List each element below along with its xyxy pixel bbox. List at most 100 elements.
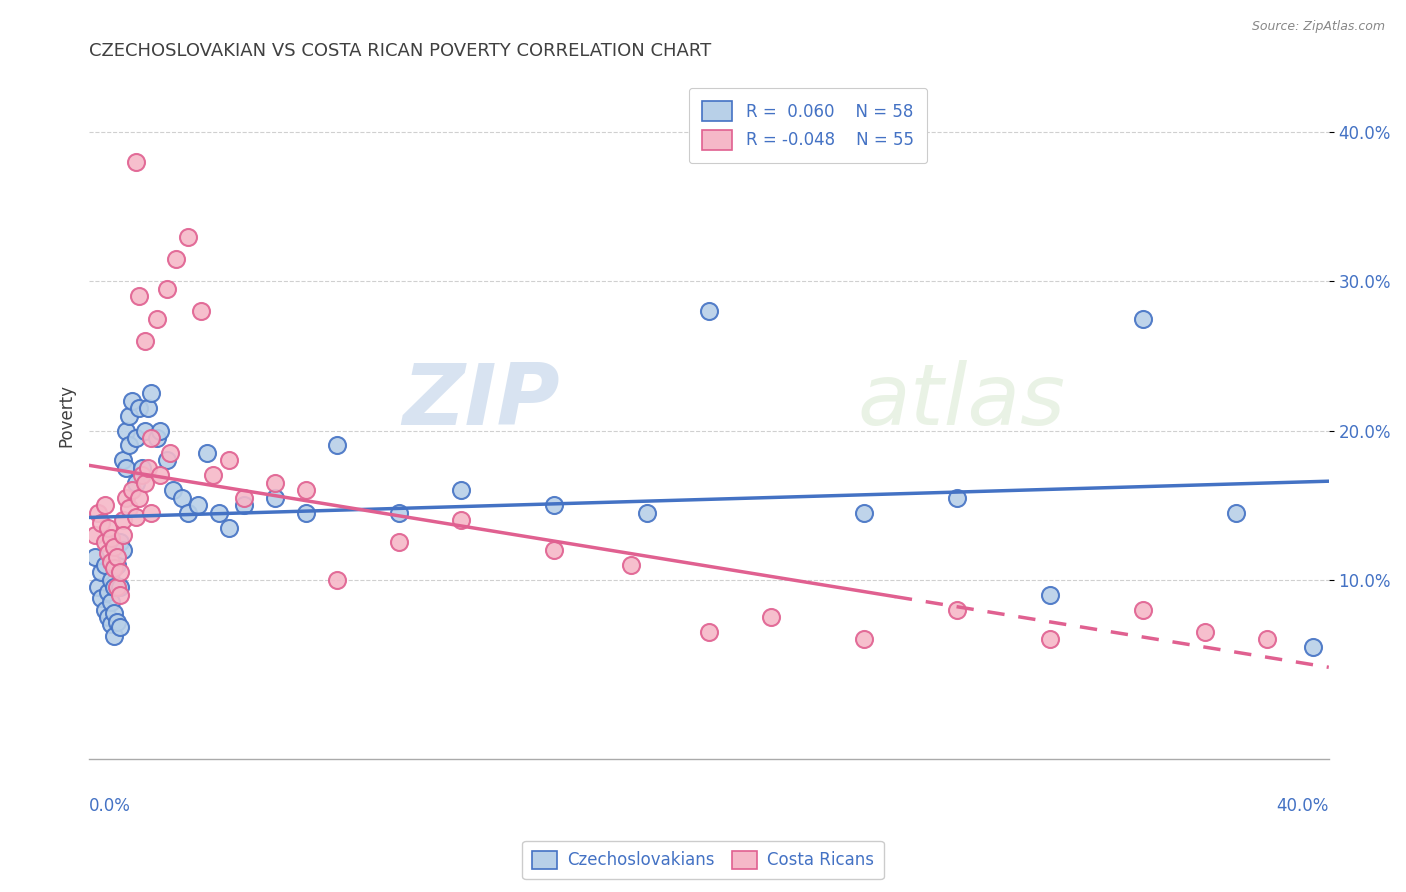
Point [93, 558, 115, 572]
Point [97, 520, 120, 534]
Point [112, 542, 135, 557]
Point [134, 475, 156, 490]
Point [177, 229, 200, 244]
Point [264, 491, 287, 505]
Point [90, 566, 112, 580]
Point [105, 580, 128, 594]
Point [103, 606, 125, 620]
Point [115, 424, 138, 438]
Point [118, 409, 141, 423]
Point [112, 528, 135, 542]
Point [97, 610, 120, 624]
Point [388, 506, 411, 520]
Point [131, 468, 153, 483]
Point [97, 546, 120, 560]
Point [543, 542, 565, 557]
Point [139, 506, 162, 520]
Point [118, 438, 141, 452]
Text: Source: ZipAtlas.com: Source: ZipAtlas.com [1251, 20, 1385, 33]
Point [146, 431, 169, 445]
Point [1256, 632, 1278, 647]
Point [1194, 624, 1216, 639]
Point [170, 491, 193, 505]
Point [620, 558, 643, 572]
Point [190, 304, 212, 318]
Point [697, 304, 720, 318]
Point [136, 401, 159, 416]
Point [105, 615, 128, 629]
Point [136, 460, 159, 475]
Point [264, 475, 287, 490]
Point [1132, 311, 1154, 326]
Point [139, 431, 162, 445]
Point [295, 506, 318, 520]
Point [108, 588, 131, 602]
Point [128, 401, 150, 416]
Point [218, 520, 240, 534]
Point [543, 498, 565, 512]
Point [90, 591, 112, 605]
Point [134, 424, 156, 438]
Point [1132, 602, 1154, 616]
Point [128, 491, 150, 505]
Point [124, 431, 146, 445]
Point [162, 483, 184, 498]
Point [87, 506, 110, 520]
Point [105, 558, 128, 572]
Point [134, 334, 156, 348]
Point [100, 555, 122, 569]
Point [93, 498, 115, 512]
Point [233, 491, 256, 505]
Point [218, 453, 240, 467]
Point [103, 561, 125, 575]
Point [87, 580, 110, 594]
Point [108, 580, 131, 594]
Point [946, 602, 969, 616]
Point [208, 506, 231, 520]
Point [165, 252, 187, 266]
Point [108, 620, 131, 634]
Point [124, 155, 146, 169]
Point [149, 424, 172, 438]
Point [852, 506, 875, 520]
Point [100, 531, 122, 545]
Point [636, 506, 658, 520]
Point [146, 311, 169, 326]
Point [93, 602, 115, 616]
Point [450, 513, 472, 527]
Point [93, 535, 115, 549]
Point [121, 483, 143, 498]
Point [128, 289, 150, 303]
Point [115, 491, 138, 505]
Point [202, 468, 225, 483]
Point [1039, 588, 1062, 602]
Point [388, 535, 411, 549]
Text: ZIP: ZIP [402, 360, 560, 443]
Point [697, 624, 720, 639]
Legend: R =  0.060    N = 58, R = -0.048    N = 55: R = 0.060 N = 58, R = -0.048 N = 55 [689, 87, 927, 163]
Point [759, 610, 782, 624]
Point [124, 475, 146, 490]
Point [84, 528, 107, 542]
Point [108, 535, 131, 549]
Point [1039, 632, 1062, 647]
Point [195, 446, 218, 460]
Point [124, 510, 146, 524]
Point [177, 506, 200, 520]
Point [295, 483, 318, 498]
Point [852, 632, 875, 647]
Point [155, 453, 177, 467]
Point [149, 468, 172, 483]
Point [1225, 506, 1247, 520]
Point [326, 573, 349, 587]
Point [97, 584, 120, 599]
Point [139, 386, 162, 401]
Legend: Czechoslovakians, Costa Ricans: Czechoslovakians, Costa Ricans [523, 840, 883, 880]
Point [450, 483, 472, 498]
Point [108, 566, 131, 580]
Point [159, 446, 181, 460]
Point [84, 550, 107, 565]
Point [103, 540, 125, 554]
Point [187, 498, 209, 512]
Point [118, 501, 141, 516]
